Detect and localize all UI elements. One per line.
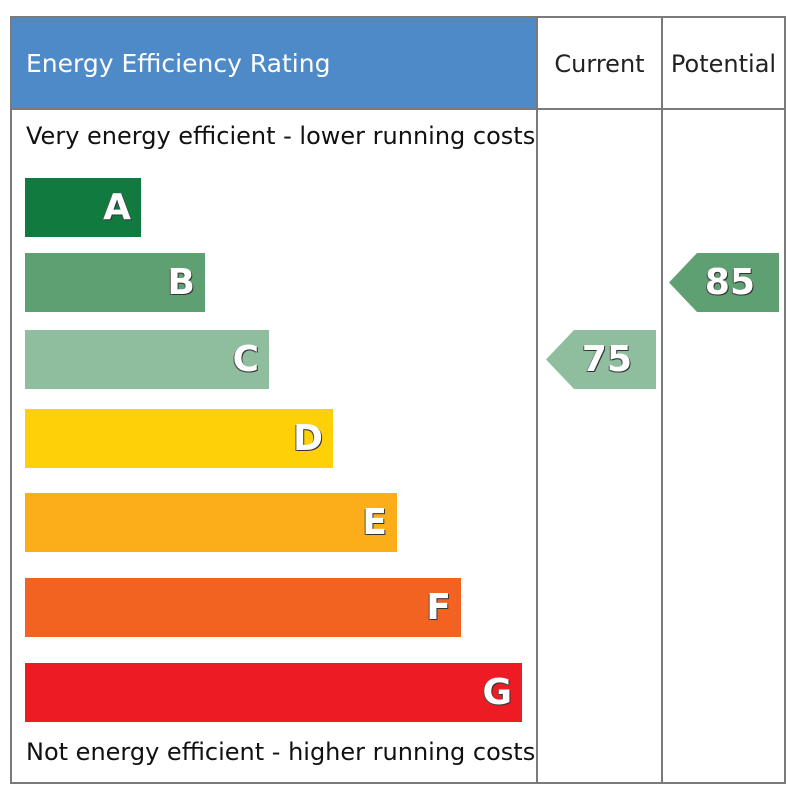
current-rating-arrow: 75 bbox=[546, 330, 656, 389]
band-b: B bbox=[25, 253, 205, 312]
band-letter-c: C bbox=[232, 339, 259, 380]
current-column-header: Current bbox=[554, 50, 645, 78]
chart-title: Energy Efficiency Rating bbox=[26, 49, 331, 78]
potential-arrow-shape bbox=[669, 253, 779, 312]
band-c: C bbox=[25, 330, 269, 389]
band-letter-f: F bbox=[426, 587, 451, 628]
band-letter-e: E bbox=[362, 502, 387, 543]
potential-column-header: Potential bbox=[670, 50, 777, 78]
band-e: E bbox=[25, 493, 397, 552]
band-f: F bbox=[25, 578, 461, 637]
bottom-caption: Not energy efficient - higher running co… bbox=[26, 738, 536, 766]
potential-rating-value: 85 bbox=[704, 262, 755, 303]
divider-current bbox=[536, 18, 538, 782]
title-bar: Energy Efficiency Rating bbox=[12, 18, 536, 110]
potential-rating-arrow: 85 bbox=[669, 253, 779, 312]
top-caption: Very energy efficient - lower running co… bbox=[26, 122, 536, 150]
band-d: D bbox=[25, 409, 333, 468]
current-rating-value: 75 bbox=[581, 339, 632, 380]
band-letter-d: D bbox=[293, 418, 323, 459]
current-arrow-shape bbox=[546, 330, 656, 389]
band-letter-a: A bbox=[103, 187, 131, 228]
header-divider bbox=[12, 108, 784, 110]
band-g: G bbox=[25, 663, 522, 722]
epc-chart: Energy Efficiency Rating Current Potenti… bbox=[10, 16, 786, 784]
band-a: A bbox=[25, 178, 141, 237]
divider-potential bbox=[661, 18, 663, 782]
band-letter-b: B bbox=[167, 262, 195, 303]
band-letter-g: G bbox=[482, 672, 512, 713]
